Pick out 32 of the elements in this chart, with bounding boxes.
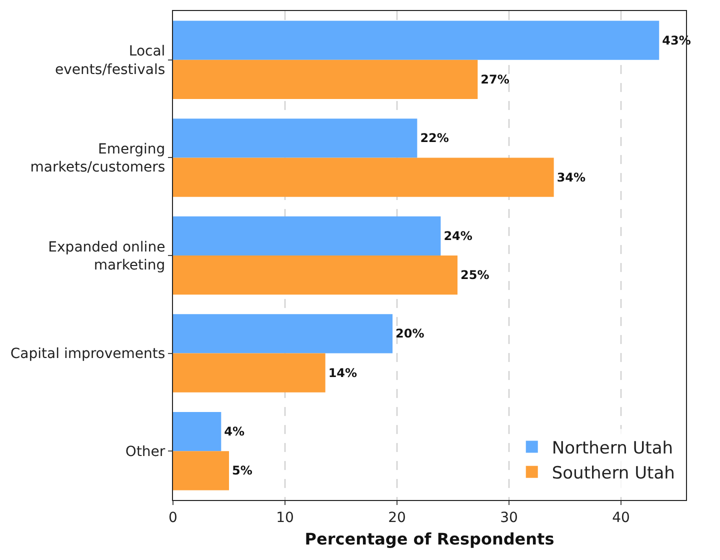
bar	[173, 216, 441, 256]
x-tick-label: 10	[276, 510, 294, 526]
bar	[173, 118, 418, 158]
data-label: 34%	[556, 170, 586, 184]
data-label: 22%	[420, 131, 449, 146]
data-label: 14%	[328, 366, 358, 380]
legend-label: Southern Utah	[552, 464, 675, 484]
legend-label: Northern Utah	[552, 438, 674, 458]
y-tick-label: Capital improvements	[10, 346, 166, 362]
y-tick-label: Emerging markets/customers	[30, 142, 166, 176]
data-label: 4%	[224, 424, 245, 439]
bar	[173, 314, 393, 354]
x-axis-title: Percentage of Respondents	[304, 530, 554, 548]
data-label: 27%	[480, 72, 510, 86]
y-tick-label: Other	[125, 444, 166, 460]
bar	[173, 20, 660, 60]
y-tick-label: Local events/festivals	[55, 44, 166, 78]
data-label: 20%	[396, 326, 424, 341]
bar	[173, 412, 222, 452]
data-label: 24%	[444, 228, 472, 243]
bar	[173, 451, 229, 490]
x-tick-label: 40	[612, 510, 630, 526]
data-label: 5%	[232, 464, 252, 478]
bar	[173, 353, 326, 392]
bar	[173, 256, 458, 295]
bar	[173, 158, 554, 197]
data-label: 25%	[460, 268, 490, 282]
x-tick-label: 0	[168, 510, 178, 526]
x-tick-label: 20	[388, 510, 406, 526]
bar	[173, 60, 478, 100]
x-tick-label: 30	[500, 510, 518, 526]
y-tick-label: Expanded online marketing	[48, 239, 166, 274]
